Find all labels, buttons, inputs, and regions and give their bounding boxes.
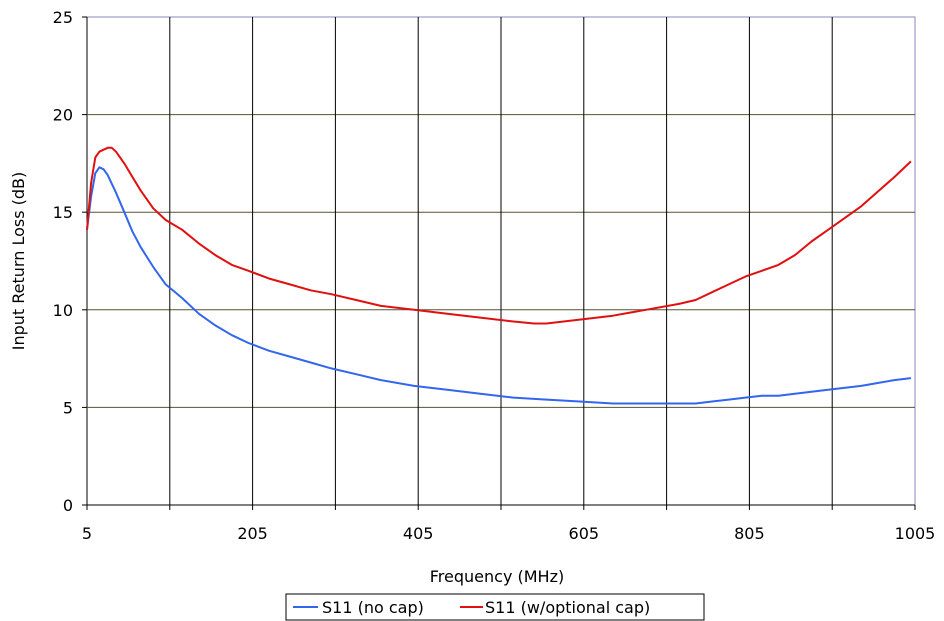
y-tick-label-10: 10 — [53, 301, 73, 320]
legend-box — [285, 593, 705, 621]
y-tick-label-0: 0 — [63, 496, 73, 515]
legend-label-no-cap: S11 (no cap) — [322, 598, 424, 617]
series-line-optional-cap — [86, 146, 912, 325]
x-tick-label-5: 5 — [82, 524, 92, 543]
x-tick-label-405: 405 — [403, 524, 434, 543]
vertical-gridlines — [169, 17, 833, 505]
x-tick-label-205: 205 — [237, 524, 268, 543]
x-axis-ticks: 5 205 405 605 805 1005 — [82, 505, 935, 543]
series-line-no-cap — [86, 166, 912, 405]
legend: S11 (no cap) S11 (w/optional cap) — [285, 593, 705, 621]
y-tick-label-20: 20 — [53, 106, 73, 125]
y-axis-title: Input Return Loss (dB) — [9, 172, 28, 351]
x-tick-label-805: 805 — [734, 524, 765, 543]
legend-label-optional-cap: S11 (w/optional cap) — [485, 598, 650, 617]
y-tick-label-25: 25 — [53, 8, 73, 27]
y-axis-ticks: 0 5 10 15 20 25 — [53, 8, 87, 515]
series-lines — [86, 146, 912, 405]
y-tick-label-5: 5 — [63, 398, 73, 417]
x-tick-label-1005: 1005 — [895, 524, 936, 543]
y-tick-label-15: 15 — [53, 203, 73, 222]
x-axis-title: Frequency (MHz) — [430, 567, 564, 586]
x-tick-label-605: 605 — [569, 524, 600, 543]
